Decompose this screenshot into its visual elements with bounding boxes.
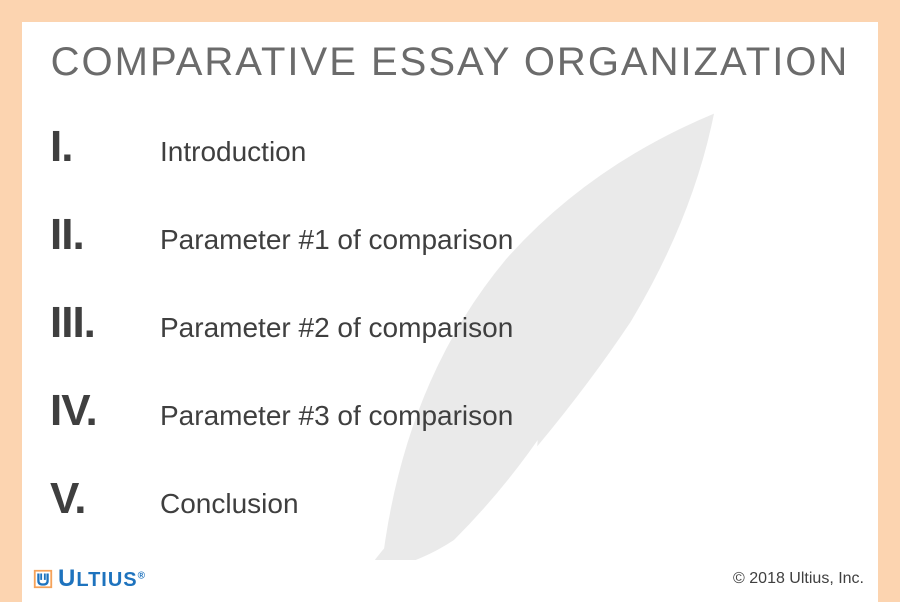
item-text: Parameter #2 of comparison [160, 312, 513, 344]
item-text: Parameter #1 of comparison [160, 224, 513, 256]
roman-numeral: I. [50, 122, 160, 172]
list-item: II. Parameter #1 of comparison [50, 210, 838, 260]
roman-numeral: V. [50, 474, 160, 524]
ultius-logo: ULTIUS® [32, 565, 146, 593]
logo-rest: LTIUS [76, 569, 137, 591]
list-item: III. Parameter #2 of comparison [50, 298, 838, 348]
logo-text: ULTIUS® [58, 565, 146, 593]
registered-mark: ® [138, 570, 146, 581]
footer: ULTIUS® © 2018 Ultius, Inc. [22, 560, 878, 602]
list-item: V. Conclusion [50, 474, 838, 524]
item-text: Parameter #3 of comparison [160, 400, 513, 432]
page-title: COMPARATIVE ESSAY ORGANIZATION [22, 40, 878, 85]
roman-numeral: IV. [50, 386, 160, 436]
outline-list: I. Introduction II. Parameter #1 of comp… [50, 122, 838, 562]
copyright-text: © 2018 Ultius, Inc. [733, 570, 864, 588]
roman-numeral: II. [50, 210, 160, 260]
list-item: IV. Parameter #3 of comparison [50, 386, 838, 436]
logo-first-letter: U [58, 565, 76, 592]
list-item: I. Introduction [50, 122, 838, 172]
content-area: COMPARATIVE ESSAY ORGANIZATION I. Introd… [22, 22, 878, 580]
item-text: Conclusion [160, 488, 299, 520]
item-text: Introduction [160, 136, 306, 168]
roman-numeral: III. [50, 298, 160, 348]
ultius-logo-icon [32, 568, 54, 590]
